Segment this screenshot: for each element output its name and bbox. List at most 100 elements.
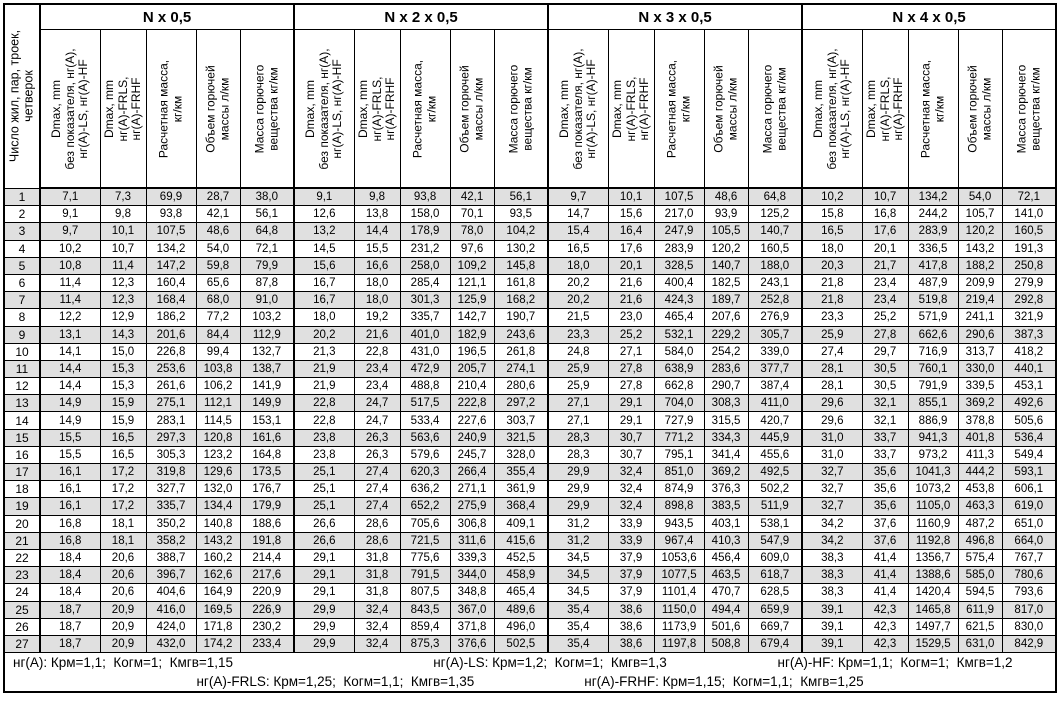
value-cell: 15,6 — [607, 205, 655, 224]
value-cell: 258,0 — [399, 256, 451, 275]
table-row: 2 9,1 9,8 93,8 42,1 56,1 12,6 13,8 158,0 70,1 93,5… — [3, 205, 1057, 224]
value-cell: 34,2 — [801, 531, 863, 550]
value-cell: 321,5 — [493, 428, 549, 447]
value-cell: 16,7 — [293, 273, 355, 293]
value-cell: 20,2 — [547, 291, 609, 310]
value-cell: 160,5 — [747, 239, 803, 258]
value-cell: 377,7 — [747, 359, 803, 379]
value-cell: 12,6 — [293, 205, 355, 224]
value-cell: 209,9 — [957, 273, 1003, 293]
value-cell: 20,3 — [801, 256, 863, 275]
value-cell: 628,5 — [747, 583, 803, 602]
value-cell: 501,6 — [703, 617, 749, 636]
value-cell: 7,3 — [99, 187, 147, 207]
value-cell: 791,5 — [399, 566, 451, 585]
value-cell: 188,2 — [957, 256, 1003, 275]
value-cell: 162,6 — [195, 566, 241, 585]
table-row: 23 18,4 20,6 396,7 162,6 217,6 29,1 31,8 791,5 34… — [3, 566, 1057, 585]
value-cell: 207,6 — [703, 308, 749, 327]
value-cell: 141,9 — [239, 377, 295, 396]
value-cell: 26,6 — [293, 514, 355, 533]
value-cell: 18,0 — [293, 308, 355, 327]
value-cell: 29,1 — [293, 548, 355, 568]
value-cell: 33,9 — [607, 514, 655, 533]
value-cell: 19,2 — [353, 308, 401, 327]
value-cell: 42,3 — [861, 617, 909, 636]
value-cell: 112,1 — [195, 394, 241, 413]
value-cell: 37,6 — [861, 531, 909, 550]
value-cell: 16,5 — [99, 445, 147, 465]
value-cell: 233,4 — [239, 634, 295, 654]
value-cell: 37,6 — [861, 514, 909, 533]
value-cell: 9,1 — [293, 187, 355, 207]
value-cell: 13,8 — [353, 205, 401, 224]
value-cell: 230,2 — [239, 617, 295, 636]
group-header-nx05: N x 0,5 — [38, 3, 295, 30]
value-cell: 27,1 — [547, 411, 609, 430]
footnote-line-2: нг(А)-FRLS: Крм=1,25; Когм=1,1; Кмгв=1,3… — [5, 672, 1055, 691]
table-row: 9 13,1 14,3 201,6 84,4 112,9 20,2 21,6 401,0 182,… — [3, 325, 1057, 344]
value-cell: 99,4 — [195, 342, 241, 361]
value-cell: 28,1 — [801, 377, 863, 396]
value-cell: 532,1 — [653, 325, 705, 344]
value-cell: 15,5 — [39, 445, 101, 465]
row-number-cell: 20 — [3, 514, 41, 533]
value-cell: 780,6 — [1001, 566, 1057, 585]
value-cell: 23,4 — [353, 359, 401, 379]
value-cell: 321,9 — [1001, 308, 1057, 327]
value-cell: 376,6 — [449, 634, 495, 654]
value-cell: 12,3 — [99, 273, 147, 293]
row-number-cell: 9 — [3, 325, 41, 344]
value-cell: 23,8 — [293, 428, 355, 447]
value-cell: 39,1 — [801, 634, 863, 654]
value-cell: 174,2 — [195, 634, 241, 654]
value-cell: 37,9 — [607, 583, 655, 602]
value-cell: 26,6 — [293, 531, 355, 550]
value-cell: 830,0 — [1001, 617, 1057, 636]
value-cell: 161,6 — [239, 428, 295, 447]
value-cell: 149,9 — [239, 394, 295, 413]
column-header: Расчетная масса, кг/км — [907, 29, 959, 189]
value-cell: 335,7 — [145, 497, 197, 516]
value-cell: 201,6 — [145, 325, 197, 344]
value-cell: 179,9 — [239, 497, 295, 516]
row-number-cell: 15 — [3, 428, 41, 447]
value-cell: 1529,5 — [907, 634, 959, 654]
value-cell: 358,2 — [145, 531, 197, 550]
value-cell: 70,1 — [449, 205, 495, 224]
value-cell: 56,1 — [493, 187, 549, 207]
value-cell: 121,1 — [449, 273, 495, 293]
value-cell: 9,8 — [353, 187, 401, 207]
value-cell: 106,2 — [195, 377, 241, 396]
value-cell: 22,8 — [293, 394, 355, 413]
value-cell: 14,1 — [39, 342, 101, 361]
value-cell: 35,4 — [547, 600, 609, 619]
value-cell: 38,0 — [239, 187, 295, 207]
value-cell: 219,4 — [957, 291, 1003, 310]
value-cell: 26,3 — [353, 428, 401, 447]
value-cell: 132,0 — [195, 480, 241, 499]
value-cell: 18,4 — [39, 583, 101, 602]
value-cell: 368,4 — [493, 497, 549, 516]
value-cell: 874,9 — [653, 480, 705, 499]
value-cell: 18,0 — [801, 239, 863, 258]
value-cell: 189,7 — [703, 291, 749, 310]
value-cell: 14,4 — [39, 359, 101, 379]
value-cell: 31,2 — [547, 531, 609, 550]
value-cell: 1105,0 — [907, 497, 959, 516]
value-cell: 10,1 — [607, 187, 655, 207]
value-cell: 432,0 — [145, 634, 197, 654]
group-header-nx4x05: N x 4 x 0,5 — [801, 3, 1057, 30]
value-cell: 973,2 — [907, 445, 959, 465]
column-header: Dmax, mm без показателя, нг(А), нг(А)-LS… — [801, 29, 863, 189]
value-cell: 42,3 — [861, 634, 909, 654]
footnote-ng-a: нг(А): Крм=1,1; Когм=1; Кмгв=1,15 — [13, 655, 234, 671]
value-cell: 27,4 — [801, 342, 863, 361]
value-cell: 23,3 — [547, 325, 609, 344]
value-cell: 348,8 — [449, 583, 495, 602]
value-cell: 78,0 — [449, 222, 495, 241]
value-cell: 64,8 — [239, 222, 295, 241]
value-cell: 9,7 — [547, 187, 609, 207]
value-cell: 41,4 — [861, 566, 909, 585]
value-cell: 220,9 — [239, 583, 295, 602]
